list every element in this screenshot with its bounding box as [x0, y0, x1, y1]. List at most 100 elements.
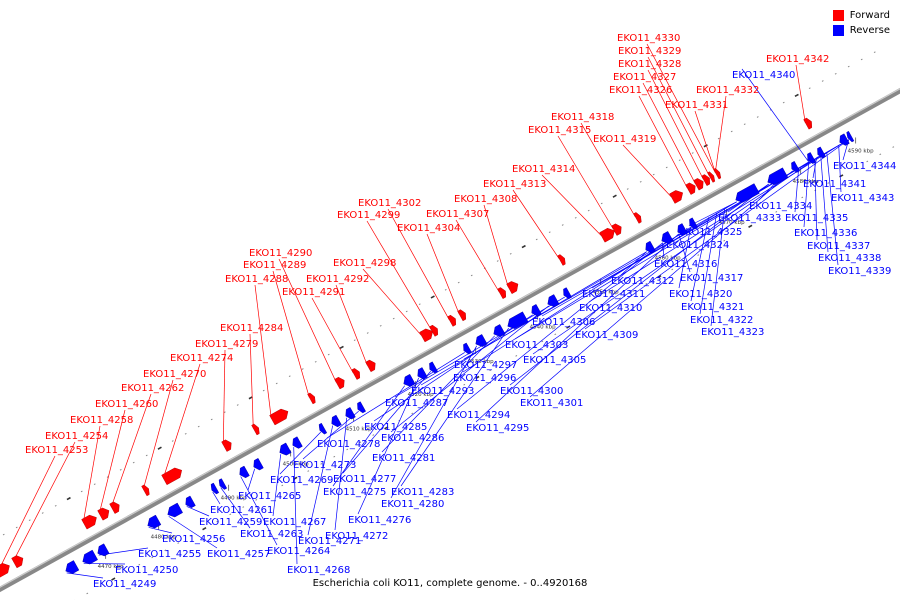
leader-line	[794, 167, 800, 213]
reverse-gene-label: EKO11_4272	[325, 531, 388, 542]
reverse-gene-arrow	[463, 342, 472, 355]
guide-dot	[827, 182, 830, 184]
forward-gene-arrow-shape	[0, 563, 10, 578]
guide-dot	[801, 196, 804, 199]
leader-line	[694, 110, 716, 173]
forward-gene-arrow	[429, 324, 439, 337]
reverse-gene-arrow-shape	[463, 342, 472, 355]
guide-dot	[475, 375, 480, 380]
leader-line	[293, 447, 298, 565]
reverse-gene-label: EKO11_4301	[520, 398, 583, 409]
reverse-gene-label: EKO11_4257	[207, 549, 270, 560]
reverse-gene-arrow-shape	[817, 146, 826, 159]
leader-line	[699, 212, 718, 315]
leader-line	[529, 170, 793, 398]
guide-dot	[606, 304, 609, 307]
guide-dot	[743, 123, 746, 126]
leader-line	[646, 43, 716, 173]
guide-dot	[184, 432, 187, 435]
reverse-gene-arrow-shape	[357, 401, 366, 414]
guide-dot	[691, 152, 694, 154]
reverse-gene-arrow-shape	[661, 231, 674, 244]
forward-gene-label: EKO11_4308	[454, 194, 517, 205]
forward-gene-arrow-shape	[599, 227, 615, 243]
leader-line	[326, 352, 465, 439]
guide-dot	[216, 520, 219, 523]
guide-dot	[574, 216, 577, 219]
leader-line	[249, 333, 254, 429]
reverse-gene-arrow-shape	[689, 217, 698, 230]
forward-gene-arrow-shape	[97, 507, 110, 521]
forward-gene-label: EKO11_4253	[25, 445, 88, 456]
leader-line	[387, 208, 450, 320]
guide-dot	[639, 180, 642, 183]
forward-gene-arrow	[221, 439, 232, 452]
forward-gene-arrow	[109, 501, 120, 514]
reverse-gene-label: EKO11_4265	[238, 491, 301, 502]
forward-gene-arrow-shape	[713, 168, 722, 180]
position-dots	[2, 51, 895, 600]
scale-tick-label: 4510 kbp	[346, 427, 372, 433]
guide-dot	[202, 527, 207, 531]
reverse-gene-arrow	[185, 495, 196, 508]
guide-dot	[41, 512, 44, 514]
forward-gene-label: EKO11_4331	[665, 100, 728, 111]
guide-dot	[359, 441, 362, 444]
forward-gene-arrow-shape	[221, 439, 232, 452]
guide-dot	[210, 418, 213, 421]
guide-dot	[808, 87, 811, 90]
forward-gene-arrow	[447, 314, 457, 327]
leader-line	[307, 425, 334, 536]
forward-gene-label: EKO11_4342	[766, 54, 829, 65]
guide-dot	[125, 571, 128, 573]
reverse-gene-label: EKO11_4293	[411, 386, 474, 397]
forward-gene-arrow-shape	[669, 190, 683, 204]
leader-line	[483, 204, 509, 288]
scale-tick-label: 4500 kbp	[283, 461, 309, 467]
forward-gene-arrow-shape	[141, 484, 150, 497]
guide-dot	[457, 281, 460, 284]
reverse-gene-label: EKO11_4261	[210, 505, 273, 516]
forward-gene-arrow-shape	[11, 555, 24, 569]
scale-tick-label: 4520 kbp	[408, 392, 434, 398]
forward-gene-arrow	[419, 328, 433, 343]
guide-dot	[730, 130, 733, 133]
forward-gene-label: EKO11_4332	[696, 85, 759, 96]
guide-dot	[99, 585, 102, 588]
guide-dot	[762, 218, 765, 220]
reverse-gene-label: EKO11_4281	[372, 453, 435, 464]
guide-dot	[384, 426, 389, 430]
reverse-gene-arrow	[846, 130, 855, 143]
reverse-gene-arrow	[403, 373, 416, 387]
guide-dot	[535, 238, 538, 241]
reverse-gene-label: EKO11_4297	[454, 360, 517, 371]
reverse-gene-label: EKO11_4322	[690, 315, 753, 326]
guide-dot	[554, 333, 557, 336]
guide-dot	[873, 51, 876, 54]
reverse-gene-arrow-shape	[403, 373, 416, 387]
reverse-gene-label: EKO11_4311	[582, 289, 645, 300]
guide-dot	[723, 239, 726, 242]
guide-dot	[632, 290, 635, 292]
guide-dot	[411, 412, 414, 415]
reverse-gene-arrow	[210, 482, 220, 495]
guide-dot	[314, 360, 317, 363]
reverse-gene-label: EKO11_4296	[453, 373, 516, 384]
forward-gene-arrow	[141, 484, 150, 497]
guide-dot	[66, 496, 71, 501]
genome-caption: Escherichia coli KO11, complete genome. …	[312, 578, 588, 589]
reverse-gene-arrow-shape	[65, 560, 80, 574]
guide-dot	[2, 533, 5, 536]
guide-dot	[151, 556, 154, 559]
guide-dot	[600, 202, 603, 205]
leader-line	[357, 377, 420, 515]
leader-line	[0, 455, 56, 569]
reverse-gene-label: EKO11_4335	[785, 213, 848, 224]
leader-line	[220, 487, 251, 529]
forward-gene-arrow-shape	[251, 423, 260, 436]
forward-gene-arrow	[701, 174, 711, 186]
forward-gene-arrow	[803, 117, 813, 130]
guide-dot	[236, 404, 239, 406]
reverse-swatch	[832, 25, 844, 36]
guide-dot	[327, 353, 330, 356]
